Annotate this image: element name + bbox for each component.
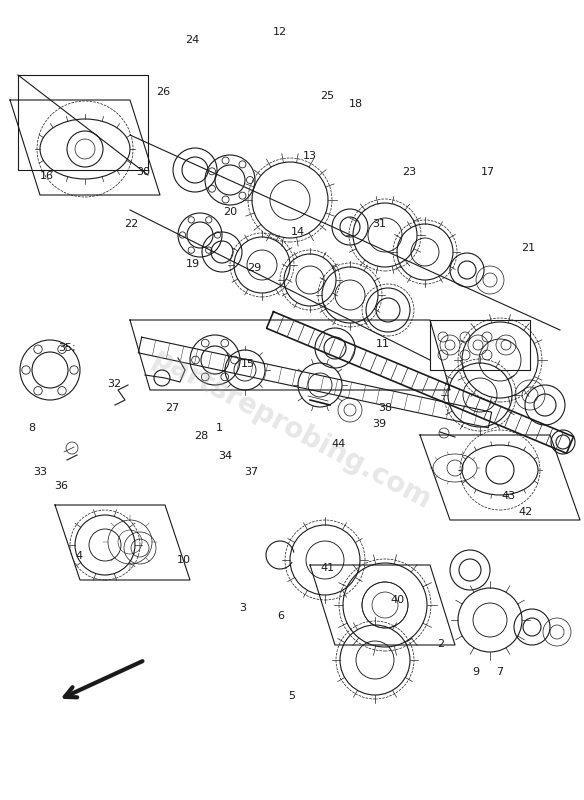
Text: 21: 21 [522,243,536,253]
Text: 26: 26 [157,87,171,97]
Text: 44: 44 [332,439,346,449]
Text: 17: 17 [481,167,495,177]
Text: 42: 42 [519,507,533,517]
Text: 18: 18 [349,99,363,109]
Text: 1: 1 [215,423,223,433]
Text: 35;: 35; [58,343,76,353]
Text: 33: 33 [33,467,47,477]
Text: 11: 11 [376,339,390,349]
Text: 20: 20 [224,207,238,217]
Text: 43: 43 [501,491,515,501]
Text: 25: 25 [320,91,334,101]
Text: 6: 6 [277,611,284,621]
Text: 10: 10 [177,555,191,565]
Text: 38: 38 [378,403,392,413]
Text: 16: 16 [40,171,54,181]
Text: 5: 5 [288,691,296,701]
Text: 13: 13 [303,151,317,161]
Text: 36: 36 [54,482,68,491]
Text: 28: 28 [194,431,208,441]
Text: 7: 7 [496,667,503,677]
Text: 41: 41 [320,563,334,573]
Text: 23: 23 [402,167,416,177]
Text: 32: 32 [107,379,121,389]
Text: 29: 29 [247,263,261,273]
Text: 19: 19 [186,259,200,269]
Text: 2: 2 [437,639,444,649]
Text: 40: 40 [390,595,404,605]
Text: 14: 14 [291,227,305,237]
Text: 30: 30 [136,167,150,177]
Text: 8: 8 [29,423,36,433]
Text: 4: 4 [75,551,82,561]
Text: 9: 9 [472,667,479,677]
Text: 37: 37 [244,467,258,477]
Text: 34: 34 [218,451,232,461]
Text: 31: 31 [373,219,387,229]
Text: 39: 39 [373,419,387,429]
Text: 3: 3 [239,603,246,613]
Text: 22: 22 [124,219,138,229]
Text: 12: 12 [273,27,287,37]
Text: 15: 15 [241,359,255,369]
Text: partsreprobing.com: partsreprobing.com [148,345,436,515]
Text: 27: 27 [165,403,179,413]
Text: 24: 24 [186,35,200,45]
